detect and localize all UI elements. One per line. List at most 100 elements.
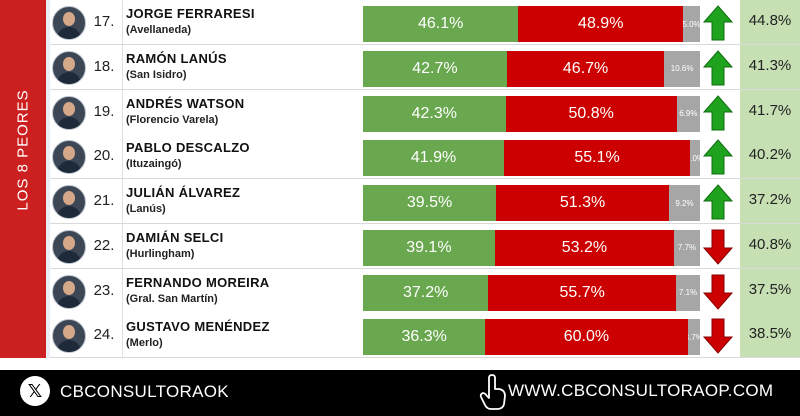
avatar bbox=[52, 6, 86, 40]
avatar bbox=[52, 50, 86, 85]
previous-column bbox=[740, 179, 800, 223]
arrow-up-icon bbox=[702, 49, 734, 87]
negative-segment: 50.8% bbox=[505, 95, 677, 132]
previous-column bbox=[740, 89, 800, 134]
previous-column bbox=[740, 134, 800, 179]
candidate-city: (Gral. San Martín) bbox=[126, 292, 218, 305]
positive-segment: 36.3% bbox=[363, 319, 486, 356]
rank-label: 20. bbox=[93, 147, 115, 165]
divider bbox=[122, 268, 123, 313]
divider bbox=[122, 89, 123, 134]
ns-segment: 3.7% bbox=[687, 319, 700, 356]
gap-strip bbox=[46, 0, 50, 358]
rank-label: 24. bbox=[93, 326, 115, 344]
chart-row: 24. GUSTAVO MENÉNDEZ (Merlo) 36.3%60.0%3.7%… bbox=[50, 313, 800, 359]
side-band: LOS 8 PEORES bbox=[0, 0, 46, 358]
avatar bbox=[52, 140, 86, 175]
rank-label: 17. bbox=[93, 13, 115, 30]
chart-row: 21. JULIÁN ÁLVAREZ (Lanús) 39.5% 51.3% 9.2% 37… bbox=[50, 179, 800, 224]
avatar bbox=[52, 274, 86, 309]
x-logo-icon[interactable]: 𝕏 bbox=[20, 376, 50, 406]
previous-value: 40.2% bbox=[748, 146, 792, 164]
divider bbox=[122, 313, 123, 358]
chart-row: 18. RAMÓN LANÚS (San Isidro) 42.7% 46.7% 10.6… bbox=[50, 44, 800, 90]
candidate-city: (Florencio Varela) bbox=[126, 113, 219, 126]
previous-value: 44.8% bbox=[748, 12, 792, 29]
chart-row: 20. PABLO DESCALZO (Ituzaingó) 41.9%55.1%3.… bbox=[50, 134, 800, 180]
candidate-name: JULIÁN ÁLVAREZ bbox=[126, 185, 241, 200]
positive-segment: 37.2% bbox=[363, 274, 489, 311]
candidate-name: GUSTAVO MENÉNDEZ bbox=[126, 319, 270, 335]
arrow-up-icon bbox=[702, 4, 734, 42]
previous-value: 37.2% bbox=[748, 191, 792, 208]
avatar bbox=[52, 229, 86, 264]
previous-column bbox=[740, 313, 800, 358]
divider bbox=[122, 223, 123, 268]
ns-segment: 6.9% bbox=[676, 95, 700, 132]
divider bbox=[122, 179, 123, 223]
stacked-bar: 37.2% 55.7% 7.1% bbox=[363, 274, 700, 311]
candidate-city: (Hurlingham) bbox=[126, 247, 195, 260]
arrow-down-icon bbox=[702, 228, 734, 266]
positive-segment: 42.3% bbox=[363, 95, 506, 132]
negative-segment: 55.1% bbox=[504, 140, 690, 177]
negative-segment: 60.0% bbox=[485, 319, 688, 356]
negative-segment: 51.3% bbox=[496, 185, 669, 221]
divider bbox=[122, 44, 123, 89]
previous-column bbox=[740, 268, 800, 313]
stacked-bar: 39.1% 53.2% 7.7% bbox=[363, 229, 700, 266]
stacked-bar: 42.7% 46.7% 10.6% bbox=[363, 50, 700, 87]
avatar bbox=[52, 319, 86, 354]
candidate-city: (Avellaneda) bbox=[126, 24, 192, 36]
candidate-city: (Merlo) bbox=[126, 337, 163, 350]
ns-segment: 10.6% bbox=[664, 50, 700, 87]
candidate-city: (Ituzaingó) bbox=[126, 158, 182, 171]
positive-segment: 39.1% bbox=[363, 229, 495, 266]
ns-segment: 3.0% bbox=[689, 140, 700, 177]
footer: 𝕏 CBCONSULTORAOK WWW.CBCONSULTORAOP.COM bbox=[0, 370, 800, 416]
negative-segment: 53.2% bbox=[494, 229, 675, 266]
stacked-bar: 39.5% 51.3% 9.2% bbox=[363, 185, 700, 221]
candidate-name: FERNANDO MOREIRA bbox=[126, 274, 270, 290]
positive-segment: 41.9% bbox=[363, 140, 505, 177]
stacked-bar: 46.1% 48.9% 5.0% bbox=[363, 6, 700, 42]
positive-segment: 39.5% bbox=[363, 185, 497, 221]
candidate-name: JORGE FERRARESI bbox=[126, 6, 255, 21]
divider bbox=[122, 0, 123, 44]
ns-segment: 7.1% bbox=[676, 274, 700, 311]
social-handle[interactable]: CBCONSULTORAOK bbox=[60, 382, 229, 401]
avatar bbox=[52, 185, 86, 219]
negative-segment: 48.9% bbox=[518, 6, 684, 42]
positive-segment: 46.1% bbox=[363, 6, 519, 42]
ranking-chart: 17. JORGE FERRARESI (Avellaneda) 46.1% 48.9%… bbox=[50, 0, 800, 359]
candidate-name: ANDRÉS WATSON bbox=[126, 95, 245, 111]
divider bbox=[122, 134, 123, 179]
rank-label: 23. bbox=[93, 281, 115, 299]
stacked-bar: 41.9%55.1%3.0% bbox=[363, 140, 700, 177]
avatar bbox=[52, 95, 86, 130]
arrow-up-icon bbox=[702, 94, 734, 132]
candidate-name: RAMÓN LANÚS bbox=[126, 50, 227, 66]
previous-value: 41.7% bbox=[748, 101, 792, 119]
previous-column bbox=[740, 223, 800, 268]
rank-label: 22. bbox=[93, 236, 115, 254]
website-link[interactable]: WWW.CBCONSULTORAOP.COM bbox=[508, 381, 774, 400]
positive-segment: 42.7% bbox=[363, 50, 507, 87]
negative-segment: 46.7% bbox=[506, 50, 665, 87]
stacked-bar: 42.3% 50.8% 6.9% bbox=[363, 95, 700, 132]
chart-row: 17. JORGE FERRARESI (Avellaneda) 46.1% 48.9%… bbox=[50, 0, 800, 45]
previous-value: 40.8% bbox=[748, 235, 792, 253]
chart-row: 22. DAMIÁN SELCI (Hurlingham) 39.1% 53.2% 7.7… bbox=[50, 223, 800, 269]
ns-segment: 7.7% bbox=[674, 229, 700, 266]
candidate-city: (Lanús) bbox=[126, 203, 166, 215]
side-label: LOS 8 PEORES bbox=[14, 89, 32, 211]
ns-segment: 5.0% bbox=[683, 6, 700, 42]
previous-column bbox=[740, 0, 800, 44]
chart-row: 23. FERNANDO MOREIRA (Gral. San Martín) 37.… bbox=[50, 268, 800, 314]
candidate-name: DAMIÁN SELCI bbox=[126, 229, 224, 245]
arrow-down-icon bbox=[702, 273, 734, 311]
rank-label: 18. bbox=[93, 57, 115, 75]
pointing-hand-icon bbox=[479, 374, 506, 410]
stacked-bar: 36.3%60.0%3.7% bbox=[363, 319, 700, 356]
rank-label: 19. bbox=[93, 102, 115, 120]
